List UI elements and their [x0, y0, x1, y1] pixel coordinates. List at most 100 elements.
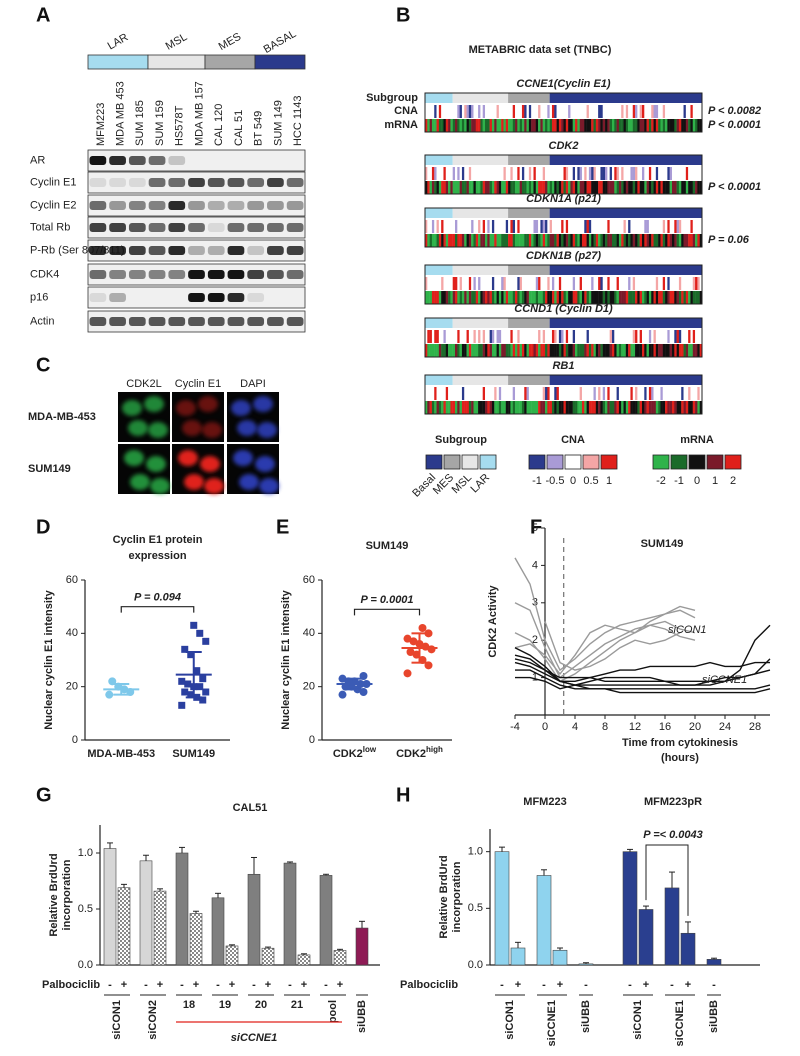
- chart-title: SUM149: [641, 538, 684, 550]
- heatmap-cell: [570, 220, 573, 233]
- nucleus: [231, 400, 251, 416]
- heatmap-cell: [445, 291, 449, 304]
- heatmap-cell: [554, 119, 557, 132]
- heatmap-cell: [674, 220, 677, 233]
- heatmap-cell: [464, 330, 467, 343]
- heatmap-cell: [637, 277, 640, 290]
- heatmap-cell: [441, 220, 444, 233]
- heatmap-cell: [508, 167, 511, 180]
- heatmap-cell: [632, 105, 636, 118]
- heatmap-cell: [524, 387, 527, 400]
- heatmap-cell: [531, 220, 534, 233]
- y-axis-label: Nuclear cyclin E1 intensity: [43, 589, 55, 729]
- heatmap-cell: [658, 167, 661, 180]
- heatmap-cell: [517, 105, 520, 118]
- heatmap-cell: [570, 181, 573, 194]
- set-label: MFM223pR: [644, 796, 702, 808]
- heatmap-cell: [461, 401, 465, 414]
- heatmap-cell: [641, 277, 645, 290]
- heatmap-cell: [519, 277, 523, 290]
- y-tick-label: 0.0: [468, 959, 483, 971]
- bar: [578, 963, 594, 966]
- subgroup-strip: [452, 265, 509, 275]
- heatmap-cell: [556, 291, 560, 304]
- heatmap-cell: [697, 119, 700, 132]
- x-tick-label-sub: low: [363, 745, 377, 754]
- heatmap-cell: [577, 220, 580, 233]
- heatmap-cell: [542, 330, 546, 343]
- heatmap-cell: [554, 167, 557, 180]
- heatmap-cell: [478, 330, 481, 343]
- heatmap-cell: [676, 181, 680, 194]
- heatmap-cell: [528, 291, 532, 304]
- heatmap-cell: [575, 277, 578, 290]
- heatmap-cell: [436, 119, 440, 132]
- heatmap-cell: [533, 387, 536, 400]
- heatmap-cell: [528, 181, 532, 194]
- heatmap-cell: [508, 220, 511, 233]
- heatmap-cell: [445, 234, 449, 247]
- heatmap-cell: [549, 234, 553, 247]
- heatmap-cell: [438, 330, 442, 343]
- heatmap-cell: [695, 167, 698, 180]
- heatmap-cell: [678, 105, 682, 118]
- blot-band: [148, 178, 166, 187]
- heatmap-cell: [526, 401, 530, 414]
- heatmap-cell: [466, 167, 470, 180]
- heatmap-cell: [521, 401, 525, 414]
- heatmap-cell: [600, 291, 603, 304]
- subtype-bar: [204, 54, 256, 70]
- heatmap-cell: [466, 387, 470, 400]
- heatmap-cell: [508, 234, 511, 247]
- heatmap-cell: [471, 220, 474, 233]
- y-axis-label: Nuclear cyclin E1 intensity: [280, 589, 292, 729]
- heatmap-cell: [611, 330, 615, 343]
- heatmap-cell: [538, 401, 541, 414]
- heatmap-cell: [690, 387, 693, 400]
- heatmap-cell: [618, 234, 622, 247]
- heatmap-cell: [621, 105, 624, 118]
- heatmap-cell: [498, 277, 502, 290]
- heatmap-cell: [505, 119, 509, 132]
- heatmap-cell: [436, 277, 440, 290]
- blot-band: [168, 317, 186, 326]
- blot-band: [207, 223, 225, 232]
- heatmap-cell: [695, 277, 698, 290]
- heatmap-cell: [540, 119, 543, 132]
- heatmap-cell: [471, 277, 474, 290]
- heatmap-cell: [665, 277, 668, 290]
- heatmap-cell: [586, 167, 590, 180]
- heatmap-cell: [685, 167, 689, 180]
- heatmap-cell: [512, 234, 516, 247]
- heatmap-cell: [473, 119, 476, 132]
- heatmap-cell: [644, 291, 647, 304]
- subgroup-strip: [425, 265, 453, 275]
- heatmap-cell: [487, 401, 490, 414]
- heatmap-cell: [605, 330, 608, 343]
- heatmap-cell: [697, 220, 700, 233]
- heatmap-cell: [577, 291, 580, 304]
- heatmap-cell: [503, 330, 506, 343]
- heatmap-cell: [461, 387, 465, 400]
- heatmap-cell: [665, 220, 668, 233]
- heatmap-cell: [685, 344, 689, 357]
- heatmap-cell: [429, 167, 433, 180]
- heatmap-cell: [621, 277, 624, 290]
- cell-line-label: CAL 51: [233, 110, 245, 146]
- heatmap-cell: [669, 167, 673, 180]
- subtype-bar: [147, 54, 206, 70]
- heatmap-cell: [436, 330, 440, 343]
- legend-swatch: [461, 454, 479, 470]
- heatmap-cell: [607, 344, 610, 357]
- heatmap-cell: [549, 387, 553, 400]
- heatmap-cell: [607, 330, 610, 343]
- heatmap-cell: [572, 330, 576, 343]
- heatmap-cell: [678, 344, 682, 357]
- heatmap-cell: [431, 167, 435, 180]
- heatmap-cell: [517, 401, 520, 414]
- heatmap-cell: [512, 330, 516, 343]
- heatmap-cell: [685, 387, 689, 400]
- heatmap-cell: [501, 401, 504, 414]
- heatmap-cell: [653, 119, 657, 132]
- y-tick-label: 20: [303, 681, 315, 693]
